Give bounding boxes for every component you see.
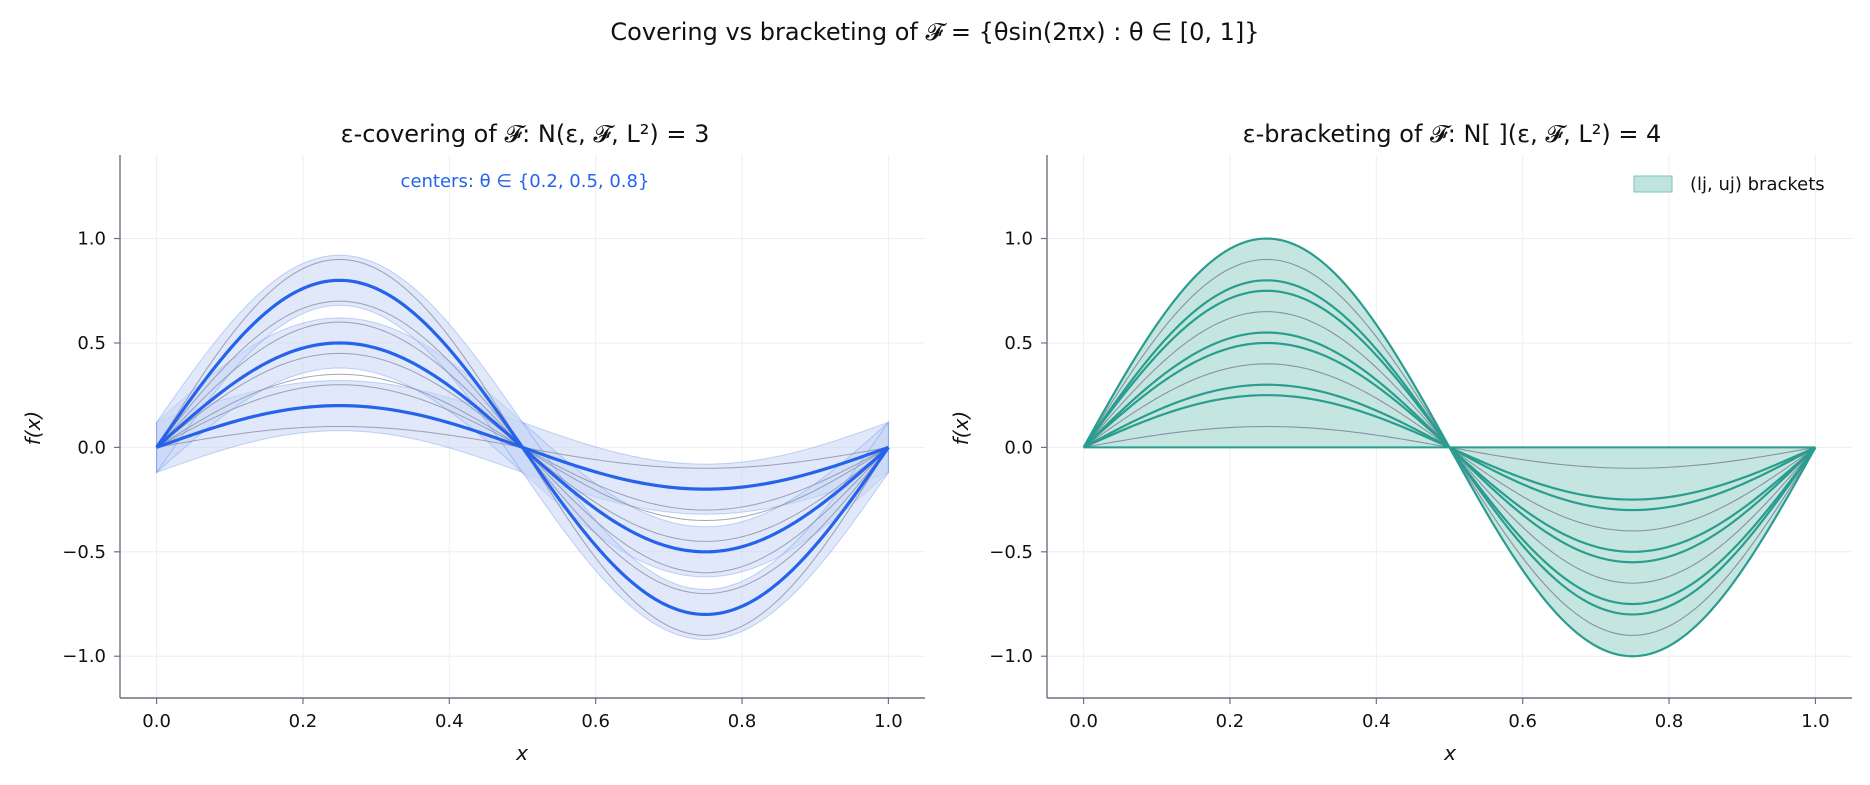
center-curve	[155, 278, 890, 617]
figure-suptitle: Covering vs bracketing of 𝓕 = {θsin(2πx)…	[610, 18, 1260, 46]
bracketing-ylabel: f(x)	[949, 411, 973, 445]
bracketing-legend: (lj, uj) brackets	[1633, 174, 1825, 195]
covering-yticks: −1.0 −0.5 0.0 0.5 1.0	[62, 229, 120, 667]
x-tick-label: 0.0	[142, 711, 171, 732]
y-tick-label: 1.0	[1004, 229, 1033, 250]
y-tick-label: 0.0	[1004, 437, 1033, 458]
legend-label: (lj, uj) brackets	[1690, 174, 1825, 195]
covering-centers	[155, 278, 890, 617]
y-tick-label: −0.5	[62, 542, 106, 563]
y-tick-label: 0.5	[77, 333, 106, 354]
bracketing-edges	[1082, 237, 1817, 658]
covering-xticks: 0.0 0.2 0.4 0.6 0.8 1.0	[142, 698, 903, 732]
x-tick-label: 0.2	[289, 711, 318, 732]
covering-panel: 0.0 0.2 0.4 0.6 0.8 1.0 −1.0 −0.5 0.0 0.5 1.0 ε-c…	[21, 120, 925, 765]
x-tick-label: 0.2	[1216, 711, 1245, 732]
bracketing-title: ε-bracketing of 𝓕: N[ ](ε, 𝓕, L²) = 4	[1243, 120, 1662, 148]
x-tick-label: 0.4	[1362, 711, 1391, 732]
bracketing-panel: 0.0 0.2 0.4 0.6 0.8 1.0 −1.0 −0.5 0.0 0.5 1.0 ε-b…	[949, 120, 1852, 765]
y-tick-label: 1.0	[77, 229, 106, 250]
y-tick-label: −0.5	[989, 542, 1033, 563]
covering-axes	[119, 155, 925, 699]
covering-ylabel: f(x)	[21, 411, 45, 445]
x-tick-label: 1.0	[1801, 711, 1830, 732]
x-tick-label: 0.4	[435, 711, 464, 732]
x-tick-label: 0.8	[1655, 711, 1684, 732]
covering-annotation: centers: θ ∈ {0.2, 0.5, 0.8}	[401, 171, 650, 192]
x-tick-label: 0.0	[1069, 711, 1098, 732]
bracketing-brackets	[1083, 238, 1816, 657]
x-tick-label: 1.0	[874, 711, 903, 732]
x-tick-label: 0.6	[581, 711, 610, 732]
legend-swatch	[1633, 175, 1673, 193]
y-tick-label: 0.0	[77, 437, 106, 458]
y-tick-label: −1.0	[989, 646, 1033, 667]
bracket-band	[1083, 395, 1816, 500]
bracketing-yticks: −1.0 −0.5 0.0 0.5 1.0	[989, 229, 1047, 667]
bracketing-xlabel: x	[1443, 741, 1456, 765]
x-tick-label: 0.8	[728, 711, 757, 732]
bracketing-axes	[1046, 155, 1852, 699]
covering-title: ε-covering of 𝓕: N(ε, 𝓕, L²) = 3	[341, 120, 710, 148]
x-tick-label: 0.6	[1508, 711, 1537, 732]
covering-xlabel: x	[515, 741, 528, 765]
bracketing-xticks: 0.0 0.2 0.4 0.6 0.8 1.0	[1069, 698, 1830, 732]
y-tick-label: 0.5	[1004, 333, 1033, 354]
y-tick-label: −1.0	[62, 646, 106, 667]
